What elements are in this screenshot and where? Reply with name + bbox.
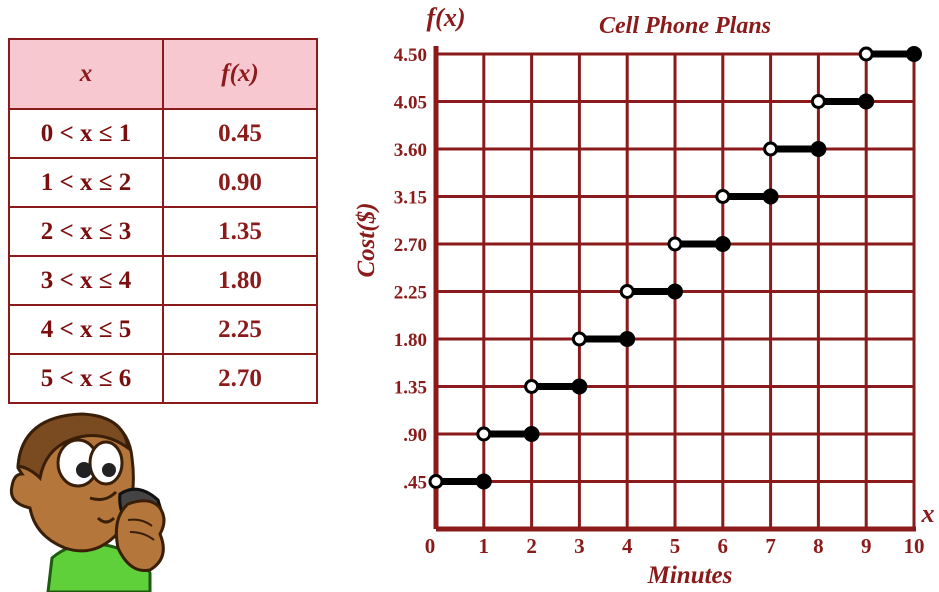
table-cell-cost: 1.80: [162, 255, 318, 306]
open-endpoint: [810, 94, 826, 109]
open-endpoint: [858, 46, 874, 62]
table-cell-interval: 2 < x ≤ 3: [8, 206, 164, 257]
x-tick-label: 4: [622, 534, 633, 558]
y-tick-label: 1.35: [394, 378, 427, 399]
closed-endpoint: [619, 331, 636, 347]
x-tick-label: 5: [670, 534, 681, 558]
open-endpoint: [524, 379, 540, 394]
chart-title: Cell Phone Plans: [599, 13, 771, 39]
table-cell-interval: 5 < x ≤ 6: [8, 353, 164, 404]
x-tick-label: 1: [479, 534, 490, 558]
grid: [436, 52, 916, 529]
closed-endpoint: [667, 283, 683, 300]
open-endpoint: [428, 474, 444, 489]
table-row: 3 < x ≤ 4 1.80: [8, 255, 318, 306]
table-row: 1 < x ≤ 2 0.90: [8, 157, 318, 208]
closed-endpoint: [714, 236, 731, 252]
table-cell-cost: 2.25: [162, 304, 318, 355]
open-endpoint: [715, 189, 731, 204]
open-endpoint: [667, 236, 683, 252]
x-tick-label: 3: [574, 534, 585, 558]
table-cell-interval: 3 < x ≤ 4: [8, 255, 164, 306]
table-cell-cost: 1.35: [162, 206, 318, 257]
closed-endpoint: [523, 426, 540, 442]
table-cell-interval: 4 < x ≤ 5: [8, 304, 164, 355]
table-row: 5 < x ≤ 6 2.70: [8, 353, 318, 404]
table-row: 0 < x ≤ 1 0.45: [8, 108, 318, 159]
y-axis-variable-label: f(x): [427, 3, 466, 32]
table-cell-cost: 2.70: [162, 353, 318, 404]
table-header-row: x f(x): [8, 38, 318, 110]
x-tick-label: 9: [861, 534, 872, 558]
y-tick-label: 4.05: [394, 93, 427, 114]
x-axis-variable-label: x: [921, 499, 935, 528]
price-table: x f(x) 0 < x ≤ 1 0.45 1 < x ≤ 2 0.90 2 <…: [8, 38, 318, 404]
closed-endpoint: [810, 141, 827, 157]
y-tick-label: 3.15: [394, 188, 427, 209]
x-tick-label: 7: [765, 534, 776, 558]
closed-endpoint: [762, 188, 779, 205]
closed-endpoint: [571, 378, 588, 395]
open-endpoint: [571, 331, 587, 347]
tick-labels: 0 1 2 3 4 5 6 7 8 9 10 .45 .90 1.35 1.80 2.25 2.70 3.15 3.…: [394, 45, 925, 558]
y-tick-label: 3.60: [394, 140, 427, 161]
table-row: 2 < x ≤ 3 1.35: [8, 206, 318, 257]
open-endpoint: [619, 284, 635, 299]
closed-endpoint: [475, 473, 492, 490]
table-cell-interval: 1 < x ≤ 2: [8, 157, 164, 208]
open-endpoint: [763, 141, 779, 157]
table-header-fx: f(x): [162, 38, 318, 110]
x-tick-label: 2: [526, 534, 537, 558]
table-header-x: x: [8, 38, 164, 110]
character-on-phone-illustration: [9, 412, 166, 592]
table-cell-cost: 0.45: [162, 108, 318, 159]
x-axis-title: Minutes: [647, 562, 733, 589]
closed-endpoint: [906, 46, 922, 62]
step-series: [428, 46, 922, 490]
open-endpoint: [476, 426, 492, 442]
character-hand: [114, 499, 166, 573]
y-tick-label: 1.80: [394, 330, 427, 351]
character-head: [9, 412, 135, 553]
axes: [433, 46, 916, 532]
table-cell-cost: 0.90: [162, 157, 318, 208]
table-cell-interval: 0 < x ≤ 1: [8, 108, 164, 159]
closed-endpoint: [858, 93, 875, 110]
y-axis-title: Cost($): [353, 203, 380, 278]
x-tick-label: 0: [425, 534, 436, 558]
y-tick-label: .90: [403, 425, 427, 446]
y-tick-label: 2.70: [394, 235, 427, 256]
x-tick-label: 8: [813, 534, 824, 558]
y-tick-label: 4.50: [394, 45, 427, 66]
x-tick-label: 6: [718, 534, 729, 558]
y-tick-label: .45: [403, 473, 427, 494]
table-row: 4 < x ≤ 5 2.25: [8, 304, 318, 355]
price-table-container: x f(x) 0 < x ≤ 1 0.45 1 < x ≤ 2 0.90 2 <…: [8, 38, 318, 404]
y-tick-label: 2.25: [394, 283, 427, 304]
x-tick-label: 10: [904, 534, 925, 558]
